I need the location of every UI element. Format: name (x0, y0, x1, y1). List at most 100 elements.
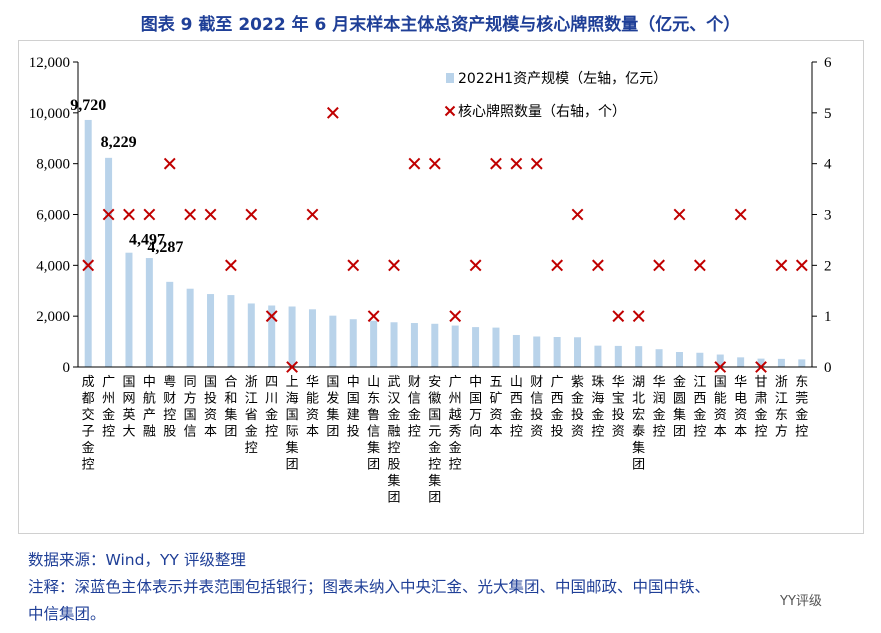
license-marker-7 (225, 259, 237, 272)
bar-9 (268, 305, 276, 367)
bar-4 (166, 281, 174, 367)
x-category-label: 国能资本 (714, 375, 727, 440)
license-marker-34 (775, 259, 788, 272)
y-right-tick-label: 1 (824, 309, 832, 325)
x-category-label: 安徽国元金控集团 (428, 375, 441, 506)
license-marker-17 (428, 157, 441, 170)
license-marker-4 (163, 157, 176, 170)
bar-14 (370, 320, 378, 367)
marker-stroke (673, 208, 686, 221)
license-marker-19 (469, 259, 482, 272)
x-category-label: 五矿资本 (489, 375, 502, 440)
license-marker-6 (204, 208, 217, 221)
y-left-tick-label: 12,000 (29, 55, 70, 71)
marker-stroke (184, 208, 197, 221)
x-category-label: 华宝投资 (612, 375, 625, 440)
y-left-tick-label: 2,000 (36, 309, 70, 325)
marker-stroke (367, 310, 380, 323)
license-marker-31 (714, 361, 727, 373)
bar-24 (574, 337, 582, 367)
marker-stroke (755, 361, 767, 373)
marker-stroke (143, 208, 156, 221)
bar-19 (472, 327, 480, 367)
license-marker-13 (347, 259, 360, 272)
marker-stroke (347, 259, 360, 272)
y-right-tick-label: 6 (824, 55, 832, 71)
y-right-tick-label: 2 (824, 258, 832, 274)
license-marker-32 (734, 208, 747, 221)
bar-data-label: 9,720 (70, 97, 106, 114)
license-marker-8 (245, 208, 258, 221)
license-marker-18 (449, 310, 462, 323)
x-category-label: 武汉金融控股集团 (388, 375, 401, 506)
bar-3 (145, 258, 153, 367)
marker-stroke (551, 259, 564, 272)
y-left-tick-label: 8,000 (36, 157, 70, 173)
license-marker-14 (367, 310, 380, 323)
bar-28 (655, 349, 663, 367)
bar-26 (614, 345, 622, 367)
license-marker-28 (653, 259, 665, 272)
bar-0 (84, 119, 92, 367)
chart-title: 图表 9 截至 2022 年 6 月末样本主体总资产规模与核心牌照数量（亿元、个… (140, 15, 741, 35)
bar-32 (737, 357, 745, 367)
x-category-label: 华润金控 (653, 375, 666, 440)
x-category-label: 江西金控 (693, 375, 706, 440)
y-left-tick-label: 0 (63, 360, 71, 376)
legend-bar-swatch (446, 73, 454, 83)
license-marker-35 (795, 259, 808, 272)
license-marker-29 (673, 208, 686, 221)
marker-stroke (530, 157, 543, 170)
x-category-label: 财信金控 (408, 375, 421, 440)
marker-stroke (388, 259, 400, 272)
bar-6 (207, 294, 215, 367)
x-category-label: 四川金控 (265, 375, 278, 440)
license-marker-33 (755, 361, 767, 373)
x-category-label: 国发集团 (326, 375, 339, 440)
x-category-label: 甘肃金控 (755, 375, 768, 440)
license-marker-27 (632, 310, 645, 323)
bar-2 (125, 252, 133, 367)
bar-12 (329, 315, 337, 367)
x-category-label: 财信投资 (530, 375, 543, 440)
marker-stroke (653, 259, 665, 272)
x-category-label: 珠海金控 (591, 375, 604, 440)
marker-stroke (795, 259, 808, 272)
x-category-label: 合和集团 (224, 375, 237, 440)
marker-stroke (775, 259, 788, 272)
bar-11 (308, 309, 316, 367)
marker-stroke (163, 157, 176, 170)
x-category-label: 浙江东方 (775, 375, 788, 440)
bar-10 (288, 306, 296, 367)
marker-stroke (592, 259, 604, 272)
marker-stroke (510, 157, 523, 170)
x-category-label: 上海国际集团 (286, 375, 299, 473)
bar-15 (390, 322, 398, 367)
marker-stroke (444, 105, 456, 117)
x-category-label: 山东鲁信集团 (367, 375, 380, 473)
bar-20 (492, 327, 500, 367)
bar-16 (410, 323, 418, 367)
marker-stroke (714, 361, 727, 373)
y-right-tick-label: 3 (824, 208, 832, 224)
license-marker-3 (143, 208, 156, 221)
marker-stroke (408, 157, 421, 170)
marker-stroke (571, 208, 584, 221)
marker-stroke (734, 208, 747, 221)
license-marker-16 (408, 157, 421, 170)
license-marker-1 (102, 208, 115, 221)
chart-frame (18, 40, 864, 534)
x-category-label: 东莞金控 (795, 375, 808, 440)
license-marker-21 (510, 157, 523, 170)
x-category-label: 粤财控股 (163, 374, 176, 440)
license-marker-2 (123, 208, 135, 221)
license-marker-15 (388, 259, 400, 272)
marker-stroke (326, 106, 339, 119)
y-left-tick-label: 10,000 (29, 106, 70, 122)
marker-stroke (693, 259, 706, 272)
marker-stroke (632, 310, 645, 323)
x-category-label: 华能资本 (306, 375, 319, 440)
bar-data-label: 4,497 (129, 232, 165, 249)
marker-stroke (286, 361, 298, 373)
marker-stroke (265, 310, 278, 323)
